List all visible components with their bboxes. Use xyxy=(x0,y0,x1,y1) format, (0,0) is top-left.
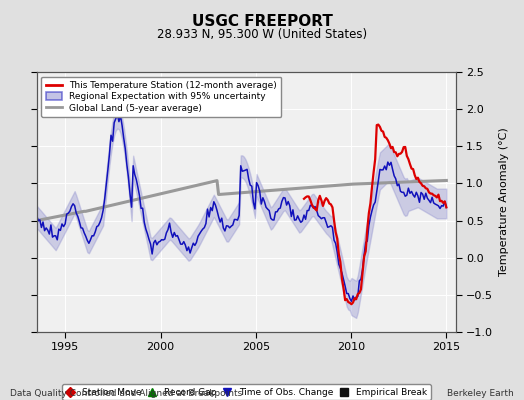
Text: Data Quality Controlled and Aligned at Breakpoints: Data Quality Controlled and Aligned at B… xyxy=(10,389,243,398)
Text: USGC FREEPORT: USGC FREEPORT xyxy=(192,14,332,29)
Text: 28.933 N, 95.300 W (United States): 28.933 N, 95.300 W (United States) xyxy=(157,28,367,41)
Y-axis label: Temperature Anomaly (°C): Temperature Anomaly (°C) xyxy=(499,128,509,276)
Legend: Station Move, Record Gap, Time of Obs. Change, Empirical Break: Station Move, Record Gap, Time of Obs. C… xyxy=(62,384,431,400)
Text: Berkeley Earth: Berkeley Earth xyxy=(447,389,514,398)
